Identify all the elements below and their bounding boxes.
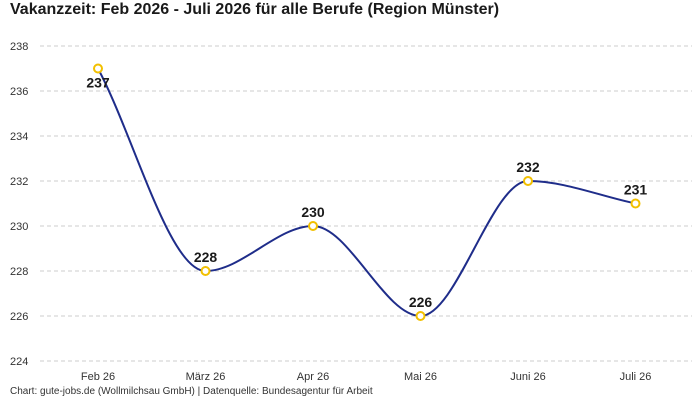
data-labels: 237 228 230 226 232 231 (86, 75, 647, 311)
y-tick-label: 238 (10, 41, 28, 53)
y-tick-label: 228 (10, 266, 28, 278)
series-layer (93, 63, 641, 321)
y-tick-label: 230 (10, 221, 28, 233)
x-tick-label: Mai 26 (404, 371, 437, 383)
data-point (523, 176, 533, 186)
grid-lines (40, 45, 692, 362)
data-label: 237 (86, 75, 110, 91)
data-label: 232 (516, 159, 540, 175)
x-tick-label: Feb 26 (81, 371, 115, 383)
source-footer: Chart: gute-jobs.de (Wollmilchsau GmbH) … (10, 386, 373, 397)
data-label: 226 (409, 294, 433, 310)
y-axis: 224 226 228 230 232 234 236 238 (10, 41, 28, 368)
x-tick-label: Juli 26 (620, 371, 652, 383)
x-tick-label: Juni 26 (510, 371, 545, 383)
data-point (630, 198, 641, 209)
x-tick-label: März 26 (186, 371, 226, 383)
data-label: 228 (194, 249, 218, 265)
y-tick-label: 236 (10, 86, 28, 98)
y-tick-label: 224 (10, 356, 28, 368)
data-point (308, 221, 318, 231)
data-point (415, 311, 426, 321)
y-tick-label: 234 (10, 131, 28, 143)
series-line (97, 68, 636, 318)
y-tick-label: 226 (10, 311, 28, 323)
data-point (93, 63, 103, 74)
x-tick-label: Apr 26 (297, 371, 329, 383)
data-point (200, 266, 211, 276)
x-axis: Feb 26 März 26 Apr 26 Mai 26 Juni 26 Juli 26 (81, 371, 652, 383)
data-label: 231 (624, 182, 648, 198)
chart-title: Vakanzzeit: Feb 2026 - Juli 2026 für all… (10, 1, 500, 18)
data-label: 230 (301, 204, 325, 220)
y-tick-label: 232 (10, 176, 28, 188)
